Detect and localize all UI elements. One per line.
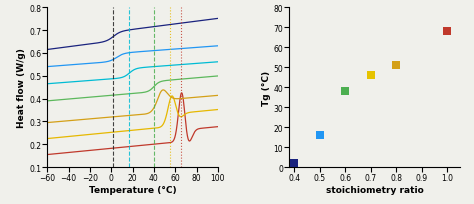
X-axis label: stoichiometry ratio: stoichiometry ratio xyxy=(326,185,423,194)
Point xyxy=(443,30,451,34)
X-axis label: Temperature (°C): Temperature (°C) xyxy=(89,185,176,194)
Point xyxy=(342,90,349,93)
Point xyxy=(367,74,374,78)
Point xyxy=(316,134,324,137)
Y-axis label: Tg (°C): Tg (°C) xyxy=(262,70,271,105)
Point xyxy=(392,64,400,68)
Point xyxy=(291,162,298,165)
Y-axis label: Heat flow (W/g): Heat flow (W/g) xyxy=(17,48,26,128)
